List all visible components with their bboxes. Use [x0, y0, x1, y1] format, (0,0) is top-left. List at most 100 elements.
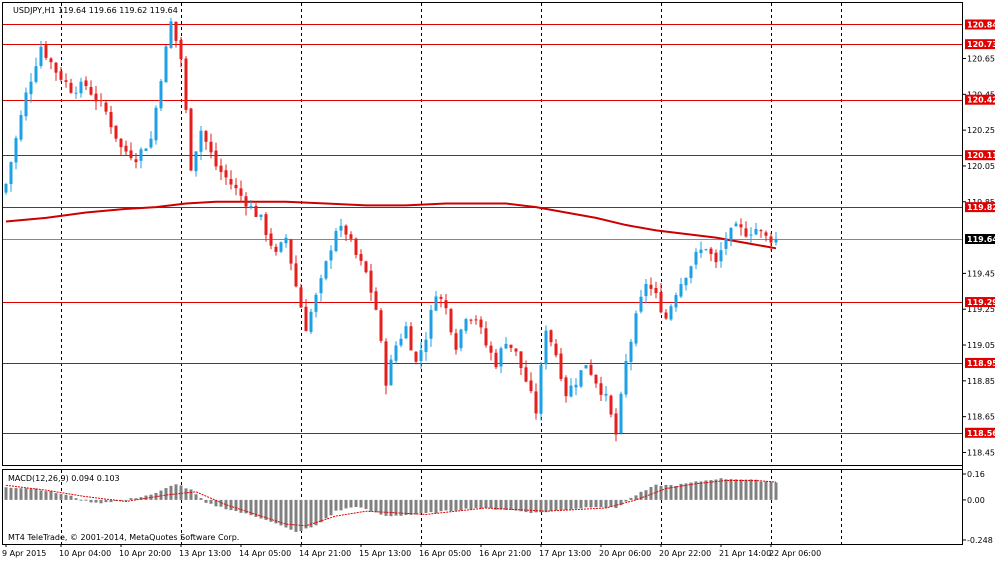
candle-body[interactable]: [574, 384, 578, 388]
candle-body[interactable]: [154, 107, 158, 141]
candle-body[interactable]: [104, 102, 108, 112]
candle-body[interactable]: [94, 93, 98, 102]
candle-body[interactable]: [34, 66, 38, 82]
candle-body[interactable]: [714, 252, 718, 263]
candle-body[interactable]: [679, 284, 683, 297]
candle-body[interactable]: [144, 148, 148, 151]
candle-body[interactable]: [324, 261, 328, 279]
candle-body[interactable]: [214, 150, 218, 167]
candle-body[interactable]: [624, 361, 628, 395]
candle-body[interactable]: [634, 313, 638, 344]
candle-body[interactable]: [499, 348, 503, 367]
candle-body[interactable]: [754, 228, 758, 235]
candle-body[interactable]: [234, 184, 238, 189]
candle-body[interactable]: [54, 62, 58, 73]
candle-body[interactable]: [564, 377, 568, 397]
candle-body[interactable]: [649, 284, 653, 289]
candle-body[interactable]: [439, 296, 443, 299]
candle-body[interactable]: [304, 306, 308, 332]
candle-body[interactable]: [524, 367, 528, 382]
candle-body[interactable]: [9, 162, 13, 184]
candle-body[interactable]: [579, 370, 583, 387]
candle-body[interactable]: [559, 353, 563, 380]
candle-body[interactable]: [239, 188, 243, 196]
candle-body[interactable]: [639, 296, 643, 312]
candle-body[interactable]: [14, 138, 18, 163]
candle-body[interactable]: [424, 339, 428, 353]
candle-body[interactable]: [4, 183, 8, 193]
candle-body[interactable]: [344, 225, 348, 235]
candle-body[interactable]: [629, 341, 633, 362]
candle-body[interactable]: [434, 296, 438, 311]
candle-body[interactable]: [514, 348, 518, 352]
candle-body[interactable]: [644, 284, 648, 296]
candle-body[interactable]: [134, 159, 138, 163]
candle-body[interactable]: [549, 330, 553, 343]
candle-body[interactable]: [189, 108, 193, 171]
candle-body[interactable]: [169, 21, 173, 48]
candle-body[interactable]: [749, 234, 753, 236]
candle-body[interactable]: [19, 115, 23, 140]
candle-body[interactable]: [29, 81, 33, 95]
candle-body[interactable]: [294, 263, 298, 287]
candle-body[interactable]: [394, 345, 398, 361]
candle-body[interactable]: [584, 365, 588, 369]
candle-body[interactable]: [654, 287, 658, 294]
candle-body[interactable]: [409, 326, 413, 351]
candle-body[interactable]: [774, 238, 778, 243]
candle-body[interactable]: [289, 239, 293, 264]
candle-body[interactable]: [404, 326, 408, 339]
candle-body[interactable]: [384, 341, 388, 386]
candle-body[interactable]: [199, 130, 203, 152]
candle-body[interactable]: [399, 338, 403, 346]
candle-body[interactable]: [349, 234, 353, 239]
candle-body[interactable]: [224, 170, 228, 178]
candle-body[interactable]: [129, 150, 133, 159]
candle-body[interactable]: [164, 46, 168, 83]
candle-body[interactable]: [449, 309, 453, 333]
candle-body[interactable]: [364, 261, 368, 273]
candle-body[interactable]: [489, 345, 493, 353]
candle-body[interactable]: [79, 81, 83, 94]
candle-body[interactable]: [334, 231, 338, 251]
candle-body[interactable]: [744, 228, 748, 237]
candle-body[interactable]: [609, 395, 613, 415]
candle-body[interactable]: [664, 312, 668, 319]
candle-body[interactable]: [339, 225, 343, 231]
candle-body[interactable]: [759, 230, 763, 232]
candle-body[interactable]: [554, 343, 558, 356]
candle-body[interactable]: [729, 227, 733, 241]
candle-body[interactable]: [244, 196, 248, 207]
candle-body[interactable]: [454, 333, 458, 350]
candle-body[interactable]: [724, 238, 728, 249]
candle-body[interactable]: [109, 112, 113, 128]
candle-body[interactable]: [619, 393, 623, 434]
candle-body[interactable]: [69, 82, 73, 93]
candle-body[interactable]: [689, 266, 693, 278]
candle-body[interactable]: [684, 278, 688, 286]
candle-body[interactable]: [719, 250, 723, 262]
candle-body[interactable]: [259, 214, 263, 217]
candle-body[interactable]: [734, 223, 738, 227]
candle-body[interactable]: [219, 165, 223, 172]
candle-body[interactable]: [764, 232, 768, 236]
candle-body[interactable]: [569, 385, 573, 397]
candle-body[interactable]: [459, 329, 463, 349]
candle-body[interactable]: [354, 238, 358, 255]
candle-body[interactable]: [504, 343, 508, 349]
candle-body[interactable]: [44, 45, 48, 58]
candle-body[interactable]: [329, 250, 333, 261]
candle-body[interactable]: [379, 310, 383, 341]
candle-body[interactable]: [704, 249, 708, 251]
candle-body[interactable]: [89, 86, 93, 95]
candle-body[interactable]: [529, 380, 533, 392]
candle-body[interactable]: [374, 291, 378, 310]
candle-body[interactable]: [599, 383, 603, 395]
candle-body[interactable]: [464, 319, 468, 331]
candle-body[interactable]: [64, 80, 68, 82]
candle-body[interactable]: [39, 46, 43, 66]
candle-body[interactable]: [769, 236, 773, 243]
candle-body[interactable]: [254, 205, 258, 217]
candle-body[interactable]: [194, 151, 198, 172]
candle-body[interactable]: [419, 350, 423, 362]
